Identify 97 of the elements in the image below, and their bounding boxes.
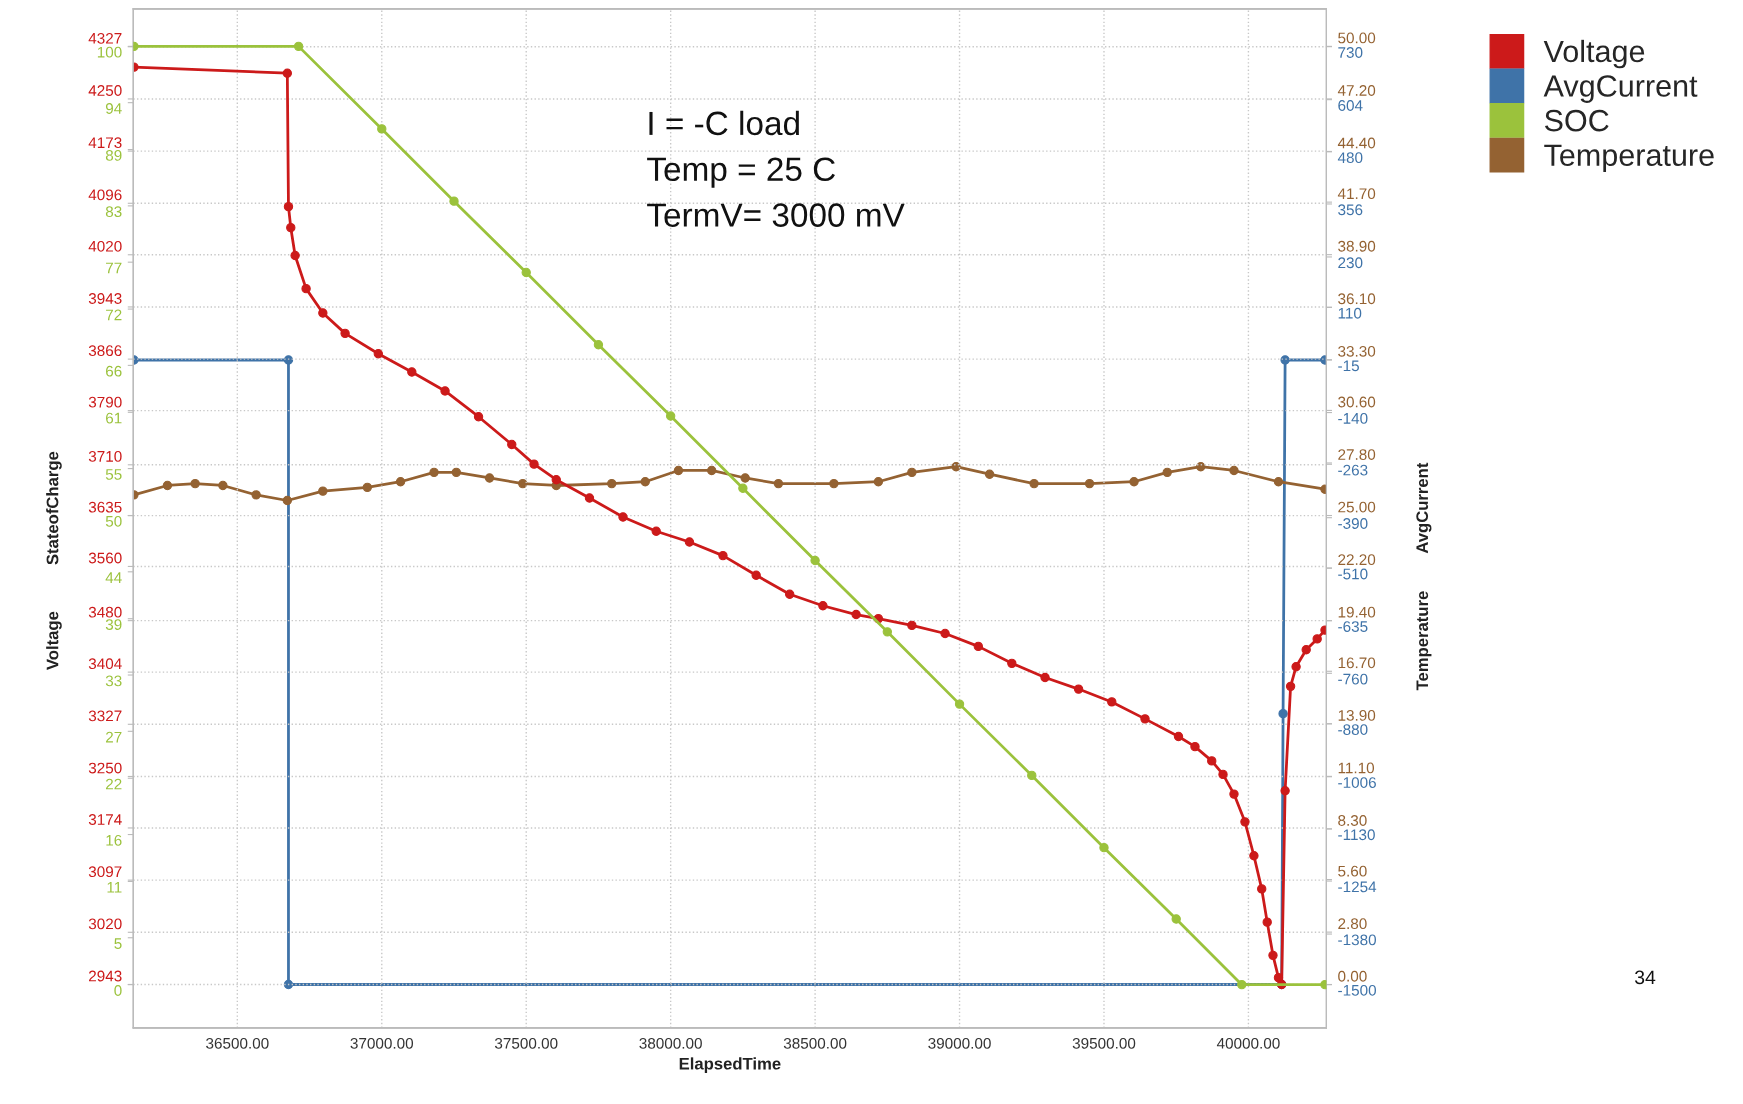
y2-tick-label: 2.80 <box>1338 918 1367 930</box>
y-tick-label: 3943 <box>88 293 122 304</box>
y-tick-label: 4020 <box>88 240 122 252</box>
y-tick-label: 4250 <box>88 85 122 96</box>
y-tick-label: 55 <box>105 469 122 480</box>
x-tick-label: 39500.00 <box>1072 1037 1136 1049</box>
y2-tick-label: 41.70 <box>1337 188 1376 200</box>
y2-tick-label: 730 <box>1338 47 1363 58</box>
y2-tick-label: 480 <box>1337 152 1363 164</box>
y2-tick-label: -263 <box>1338 464 1368 476</box>
y2-tick-label: 44.40 <box>1337 137 1376 149</box>
y-tick-label: 3790 <box>88 396 122 408</box>
y-tick-label: 3250 <box>88 762 122 774</box>
y-tick-label: 3404 <box>88 658 122 670</box>
y-tick-label: 66 <box>106 365 122 377</box>
y2-tick-label: 11.10 <box>1338 762 1375 774</box>
y-tick-label: 3327 <box>88 710 122 722</box>
y2-tick-label: 47.20 <box>1337 85 1376 96</box>
y-axis-title: Voltage <box>46 611 62 670</box>
y2-tick-label: 13.90 <box>1338 709 1376 721</box>
y-tick-label: 89 <box>105 149 122 161</box>
y-tick-label: 4096 <box>88 189 122 201</box>
x-tick-label: 37500.00 <box>494 1037 558 1049</box>
y2-tick-label: 33.30 <box>1338 345 1376 357</box>
y2-tick-label: -1006 <box>1338 777 1376 788</box>
y2-tick-label: -1500 <box>1338 984 1377 996</box>
legend-label: Voltage <box>1543 39 1645 69</box>
y-tick-label: 5 <box>114 938 122 949</box>
y-axis-title: StateofCharge <box>46 451 62 565</box>
legend-label: Temperature <box>1544 144 1714 173</box>
y-tick-label: 33 <box>105 675 122 687</box>
y-tick-label: 16 <box>106 834 122 846</box>
annotation: I = -C load <box>649 110 799 136</box>
y-tick-label: 27 <box>106 731 122 743</box>
y2-tick-label: -760 <box>1338 673 1368 685</box>
y-tick-label: 61 <box>106 412 122 424</box>
y2-tick-label: 38.90 <box>1338 240 1376 252</box>
annotation: TermV= 3000 mV <box>647 203 905 227</box>
y2-tick-label: 30.60 <box>1338 396 1376 408</box>
y2-tick-label: 19.40 <box>1338 606 1376 618</box>
y-tick-label: 3480 <box>88 606 122 618</box>
y-tick-label: 94 <box>105 103 122 114</box>
y-tick-label: 4327 <box>88 32 122 44</box>
y-tick-label: 22 <box>106 778 122 790</box>
x-tick-label: 38500.00 <box>783 1037 847 1049</box>
y2-tick-label: 230 <box>1338 257 1363 269</box>
y-tick-label: 77 <box>106 262 122 274</box>
x-tick-label: 39000.00 <box>928 1037 991 1049</box>
y2-tick-label: 27.80 <box>1338 449 1376 460</box>
y-tick-label: 3097 <box>88 866 122 878</box>
y-tick-label: 100 <box>97 46 122 58</box>
y2-tick-label: -880 <box>1338 724 1368 735</box>
y-tick-label: 3635 <box>88 501 122 513</box>
y2-tick-label: 8.30 <box>1338 815 1367 826</box>
y-tick-label: 50 <box>105 515 122 527</box>
legend-label: SOC <box>1544 109 1609 132</box>
y2-tick-label: -1254 <box>1338 881 1377 893</box>
x-tick-label: 40000.00 <box>1216 1037 1280 1049</box>
y-tick-label: 72 <box>106 309 122 321</box>
legend-label: AvgCurrent <box>1543 75 1698 103</box>
y-tick-label: 83 <box>105 206 122 218</box>
y2-tick-label: 356 <box>1338 204 1363 216</box>
y2-tick-label: -1130 <box>1338 829 1375 841</box>
y2-tick-label: 25.00 <box>1338 501 1376 513</box>
y-tick-label: 39 <box>105 619 122 630</box>
y2-tick-label: -1380 <box>1338 934 1377 946</box>
y2-tick-label: -510 <box>1338 568 1368 580</box>
y2-tick-label: 22.20 <box>1338 554 1376 566</box>
y2-tick-label: 50.00 <box>1338 32 1376 44</box>
y-tick-label: 44 <box>105 572 122 583</box>
y2-axis-title: AvgCurrent <box>1416 462 1432 554</box>
y2-axis-title: Temperature <box>1416 591 1432 691</box>
y-tick-label: 3560 <box>88 552 122 564</box>
y2-tick-label: 5.60 <box>1338 865 1367 877</box>
y-tick-label: 2943 <box>89 970 122 982</box>
y-tick-label: 0 <box>114 985 122 996</box>
x-tick-label: 37000.00 <box>350 1037 414 1049</box>
y2-tick-label: 16.70 <box>1338 657 1376 669</box>
x-tick-label: 38000.00 <box>639 1037 702 1049</box>
y2-tick-label: 604 <box>1338 100 1363 111</box>
x-axis-title: ElapsedTime <box>679 1057 781 1073</box>
y2-tick-label: -635 <box>1338 621 1368 632</box>
y2-tick-label: -390 <box>1338 518 1368 529</box>
y2-tick-label: -15 <box>1338 360 1359 372</box>
y-tick-label: 4173 <box>88 137 122 149</box>
annotation: Temp = 25 C <box>647 157 835 188</box>
y2-tick-label: -140 <box>1338 412 1368 424</box>
x-tick-label: 36500.00 <box>206 1037 269 1049</box>
y-tick-label: 3174 <box>88 814 122 825</box>
y-tick-label: 3020 <box>88 918 122 930</box>
y-tick-label: 3710 <box>88 450 122 462</box>
y2-tick-label: 36.10 <box>1338 293 1376 305</box>
y-tick-label: 3866 <box>88 345 122 357</box>
y2-tick-label: 110 <box>1338 307 1362 319</box>
text: 34 <box>1634 970 1656 985</box>
y2-tick-label: 0.00 <box>1338 970 1367 982</box>
y-tick-label: 11 <box>107 882 122 893</box>
